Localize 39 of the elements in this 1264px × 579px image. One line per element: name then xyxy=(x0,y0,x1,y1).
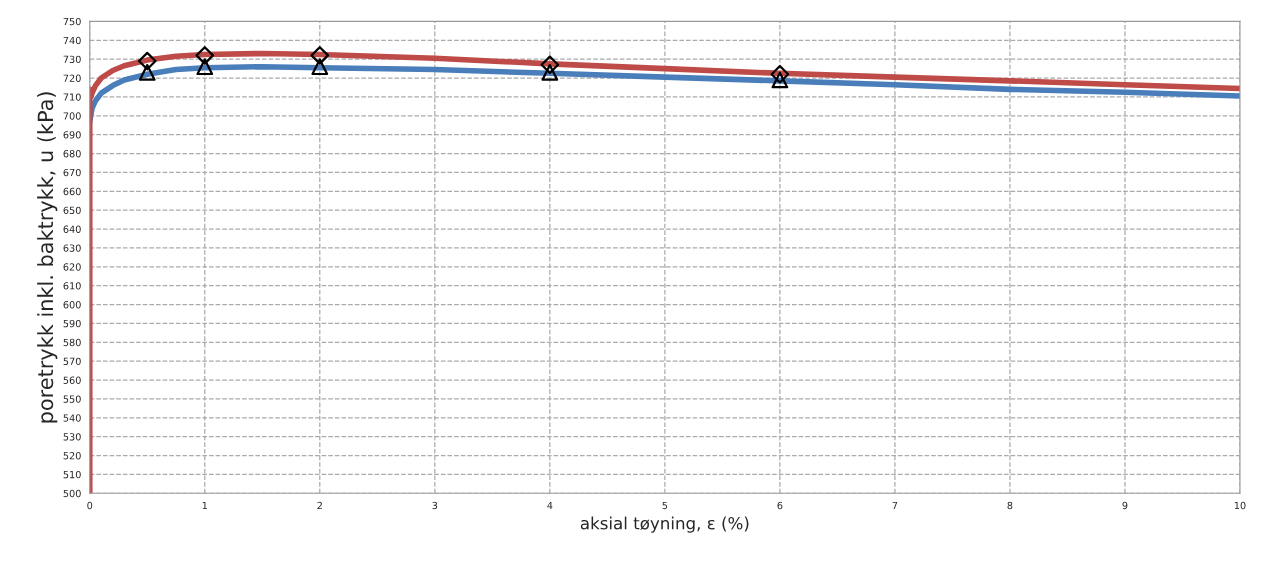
x-tick-label: 6 xyxy=(777,501,783,510)
y-tick-label: 610 xyxy=(63,282,81,290)
y-tick-label: 680 xyxy=(63,150,81,158)
x-tick-label: 1 xyxy=(202,501,207,510)
x-tick-label: 4 xyxy=(547,501,553,510)
x-tick-label: 2 xyxy=(317,501,322,510)
x-tick-label: 10 xyxy=(1234,501,1246,510)
y-tick-label: 580 xyxy=(63,338,81,347)
y-tick-label: 650 xyxy=(63,206,81,215)
y-tick-label: 710 xyxy=(63,93,81,101)
x-tick-label: 7 xyxy=(892,501,898,510)
y-tick-label: 750 xyxy=(63,17,81,26)
y-tick-label: 720 xyxy=(63,74,81,82)
y-tick-label: 660 xyxy=(63,187,81,196)
y-tick-label: 520 xyxy=(63,452,81,460)
y-tick-label: 630 xyxy=(63,244,81,252)
y-axis-title: poretrykk inkl. baktrykk, u (kPa) xyxy=(37,92,58,423)
y-tick-label: 530 xyxy=(63,433,81,441)
y-tick-label: 510 xyxy=(63,470,81,479)
x-tick-label: 3 xyxy=(432,501,438,510)
y-tick-label: 730 xyxy=(63,55,81,64)
y-tick-label: 690 xyxy=(63,131,81,139)
y-tick-label: 640 xyxy=(63,225,81,233)
x-tick-label: 9 xyxy=(1122,501,1128,510)
y-tick-label: 740 xyxy=(63,36,81,45)
x-tick-label: 8 xyxy=(1007,501,1013,510)
x-tick-label: 5 xyxy=(662,501,668,510)
y-tick-label: 500 xyxy=(63,489,81,498)
y-tick-label: 560 xyxy=(63,376,81,384)
y-tick-label: 590 xyxy=(63,319,81,328)
y-tick-label: 550 xyxy=(63,395,81,403)
y-tick-label: 570 xyxy=(63,357,81,366)
y-tick-label: 600 xyxy=(63,301,81,309)
x-tick-label: 0 xyxy=(87,501,93,510)
x-axis-title: aksial tøyning, ε (%) xyxy=(580,516,749,533)
y-tick-label: 620 xyxy=(63,263,81,271)
y-tick-label: 540 xyxy=(63,414,81,422)
y-tick-label: 670 xyxy=(63,168,81,177)
y-tick-label: 700 xyxy=(63,112,81,120)
